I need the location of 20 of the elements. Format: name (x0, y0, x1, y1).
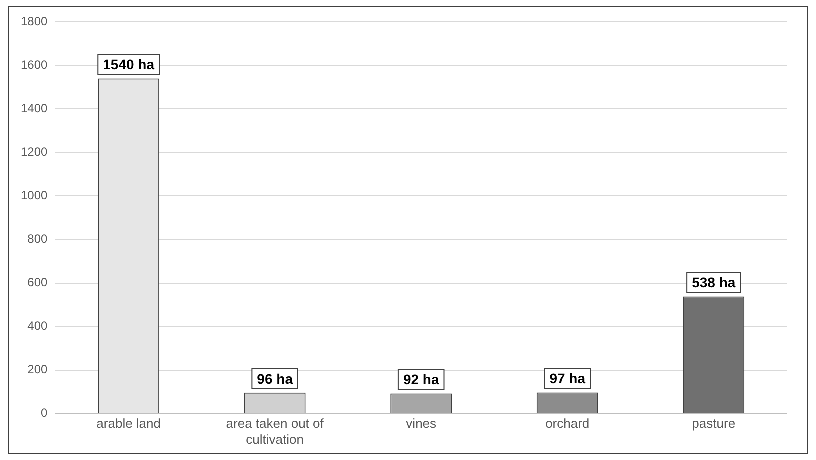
x-tick-label: area taken out of cultivation (226, 416, 324, 447)
data-label: 538 ha (692, 274, 736, 291)
data-label: 97 ha (550, 370, 586, 387)
data-label: 1540 ha (103, 56, 155, 73)
y-tick-label: 400 (28, 319, 48, 334)
y-tick-label: 0 (41, 406, 48, 420)
y-tick-label: 1000 (20, 188, 48, 203)
y-tick-label: 1600 (20, 58, 48, 72)
y-tick-label: 200 (28, 362, 48, 377)
x-tick-label: pasture (692, 416, 736, 432)
x-tick-label: vines (406, 416, 438, 432)
y-tick-label: 800 (28, 232, 48, 246)
y-tick-label: 1200 (20, 145, 48, 160)
data-label: 92 ha (403, 372, 440, 388)
x-tick-label: orchard (546, 416, 590, 432)
y-tick-label: 1400 (20, 102, 48, 116)
y-tick-label: 1800 (20, 14, 48, 29)
x-tick-label: arable land (96, 416, 161, 432)
data-label: 96 ha (257, 370, 294, 387)
y-tick-label: 600 (28, 276, 48, 290)
